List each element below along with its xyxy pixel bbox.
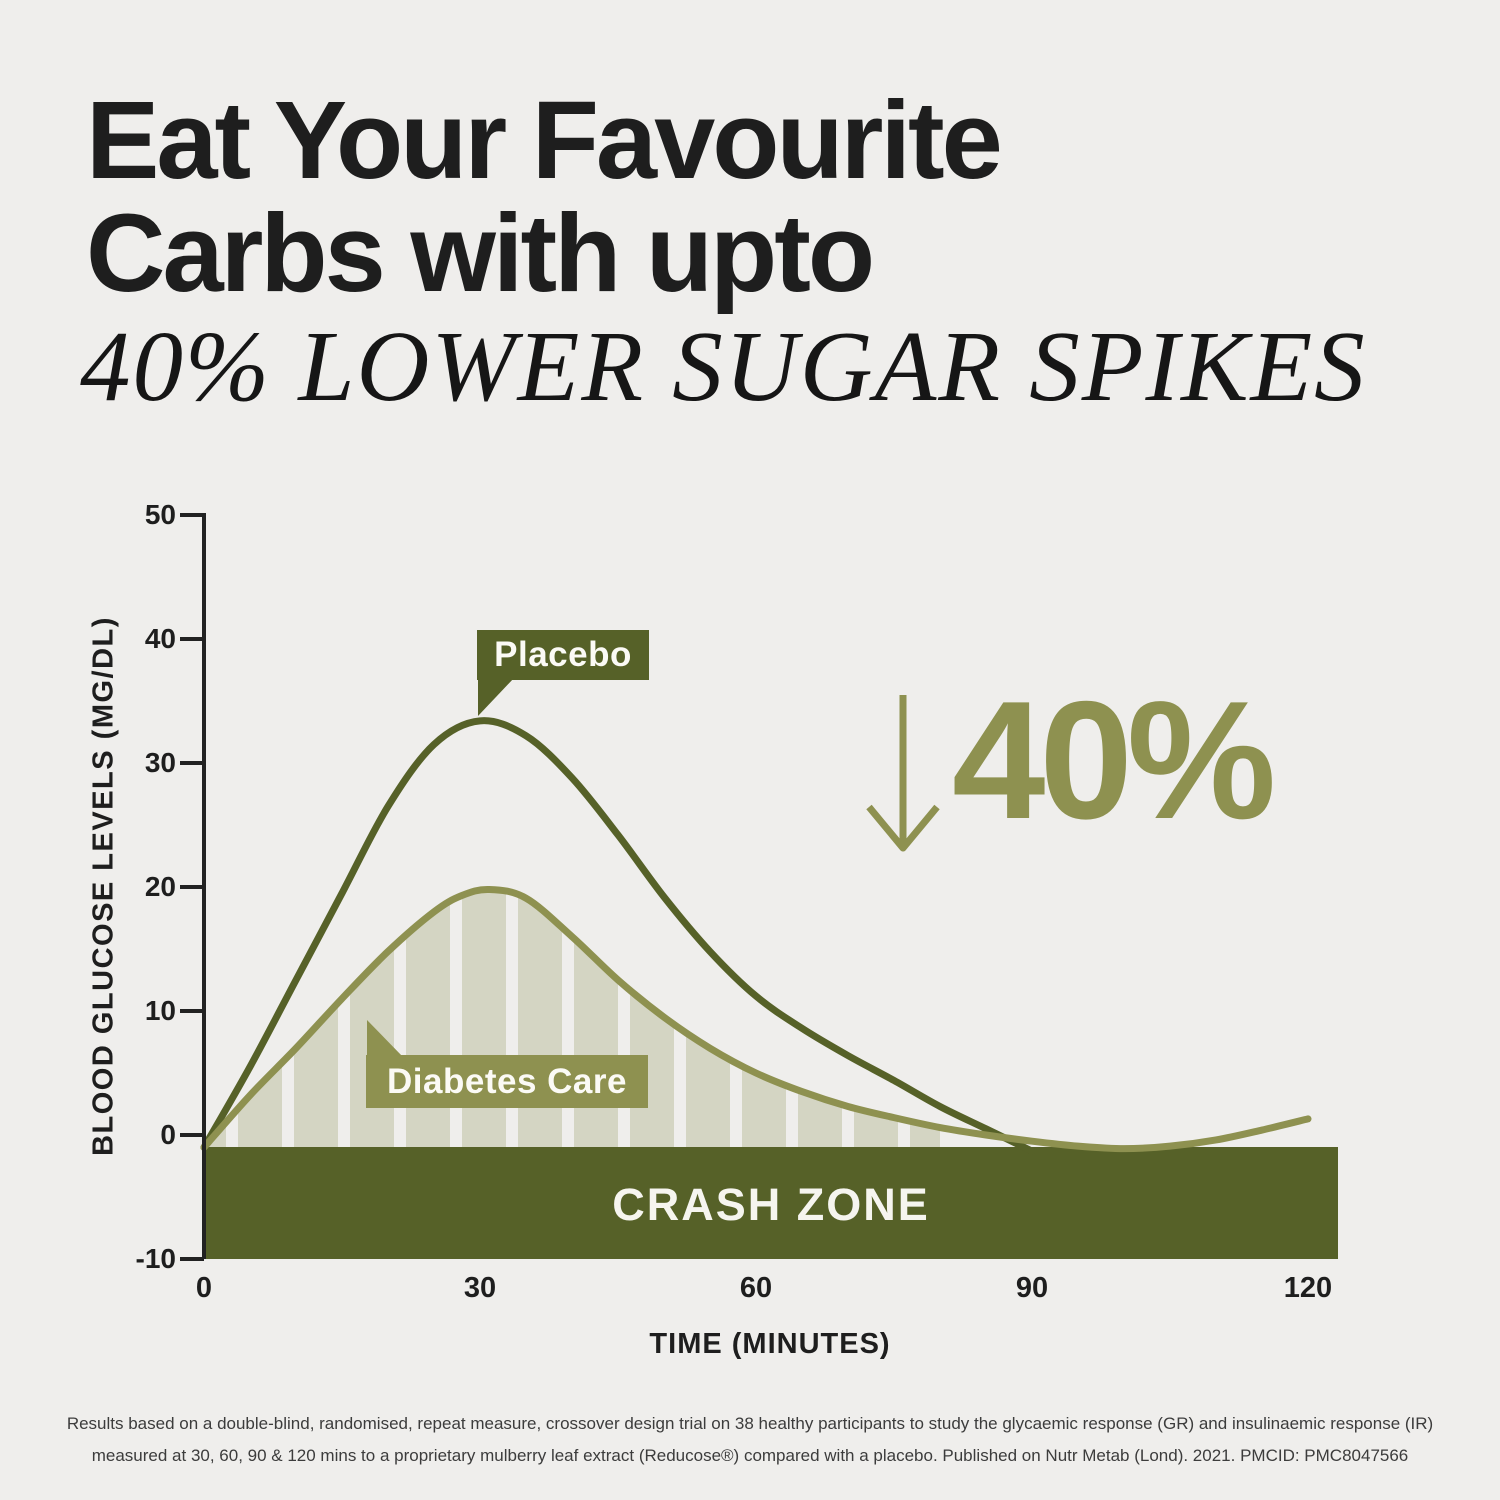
diabetes-care-striped-area xyxy=(204,889,940,1148)
page-title-line1: Eat Your Favourite xyxy=(86,79,1003,202)
diabetes-care-curve xyxy=(200,885,1312,1153)
page-title-line2: Carbs with upto xyxy=(86,192,875,315)
y-tick-label-10: 10 xyxy=(144,995,176,1026)
diabetes-callout-tail xyxy=(367,1020,403,1057)
y-tick-label-20: 20 xyxy=(144,871,176,902)
down-arrow-icon xyxy=(866,695,940,852)
diabetes-care-callout: Diabetes Care xyxy=(366,1055,648,1108)
y-tick-label-30: 30 xyxy=(144,747,176,778)
footer-disclaimer-line1: Results based on a double-blind, randomi… xyxy=(66,1414,1434,1433)
x-tick-label-0: 0 xyxy=(195,1272,213,1304)
y-axis-ticks xyxy=(180,513,204,1261)
x-tick-label-90: 90 xyxy=(1015,1272,1049,1304)
crash-zone-band xyxy=(204,1147,1338,1259)
crash-zone-label: CRASH ZONE xyxy=(612,1179,930,1230)
x-tick-label-30: 30 xyxy=(463,1272,497,1304)
y-tick-label-40: 40 xyxy=(144,623,176,654)
footer-disclaimer-line2: measured at 30, 60, 90 & 120 mins to a p… xyxy=(91,1446,1409,1465)
y-tick-label-0: 0 xyxy=(160,1119,176,1150)
y-tick-label-n10: -10 xyxy=(135,1243,176,1274)
diabetes-care-callout-label: Diabetes Care xyxy=(387,1061,627,1101)
placebo-callout-tail xyxy=(478,678,514,716)
placebo-callout-label: Placebo xyxy=(494,635,632,674)
x-tick-label-120: 120 xyxy=(1283,1272,1333,1304)
placebo-curve xyxy=(200,717,1036,1155)
page-title: Eat Your Favourite Carbs with upto xyxy=(86,79,1003,315)
x-tick-label-60: 60 xyxy=(739,1272,773,1304)
placebo-callout: Placebo xyxy=(477,630,649,680)
reduction-annotation: 40% xyxy=(952,666,1276,854)
y-tick-label-50: 50 xyxy=(144,499,176,530)
page-subtitle: 40% LOWER SUGAR SPIKES xyxy=(80,310,1367,422)
x-axis-title: TIME (MINUTES) xyxy=(649,1328,891,1360)
